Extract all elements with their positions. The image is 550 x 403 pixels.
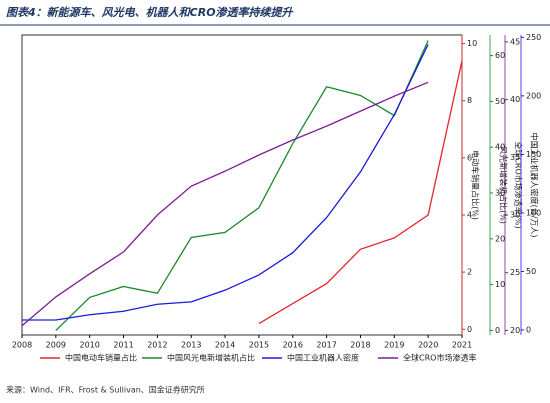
x-tick-label: 2015 — [249, 341, 269, 350]
y-tick-label: 20 — [495, 234, 505, 243]
x-tick-label: 2018 — [350, 341, 370, 350]
y-tick-label: 50 — [526, 267, 536, 276]
y-tick-label: 6 — [467, 153, 472, 162]
x-tick-label: 2010 — [80, 341, 100, 350]
y-tick-label: 30 — [495, 189, 505, 198]
y-tick-label: 30 — [510, 211, 520, 220]
x-tick-label: 2013 — [181, 341, 201, 350]
y-tick-label: 60 — [495, 51, 505, 60]
y-tick-label: 10 — [467, 39, 477, 48]
y-tick-label: 25 — [510, 268, 520, 277]
x-tick-label: 2019 — [384, 341, 404, 350]
x-tick-label: 2021 — [452, 341, 472, 350]
x-tick-label: 2020 — [418, 341, 438, 350]
y-tick-label: 35 — [510, 153, 520, 162]
x-tick-label: 2008 — [12, 341, 32, 350]
series-line — [55, 40, 429, 331]
y-axis-label: 中国工业机器人密度(台/万人) — [530, 133, 540, 238]
y-tick-label: 0 — [467, 325, 472, 334]
y-tick-label: 100 — [526, 208, 541, 217]
y-tick-label: 20 — [510, 326, 520, 335]
x-tick-label: 2009 — [46, 341, 66, 350]
x-tick-label: 2016 — [283, 341, 303, 350]
x-tick-label: 2017 — [316, 341, 336, 350]
y-tick-label: 4 — [467, 211, 472, 220]
y-tick-label: 200 — [526, 91, 541, 100]
y-axis-label: 风光新增装机占比(%) — [499, 146, 509, 224]
y-tick-label: 150 — [526, 150, 541, 159]
y-tick-label: 40 — [495, 143, 505, 152]
series-line — [21, 81, 429, 327]
legend-label: 中国电动车销量占比 — [65, 353, 137, 363]
y-tick-label: 8 — [467, 96, 472, 105]
plot-frame — [21, 34, 463, 336]
y-tick-label: 2 — [467, 268, 472, 277]
y-axis-label: 全球CRO市场渗透率(%) — [514, 141, 524, 228]
legend-label: 中国工业机器人密度 — [287, 353, 359, 363]
y-tick-label: 50 — [495, 97, 505, 106]
y-tick-label: 10 — [495, 280, 505, 289]
y-tick-label: 0 — [495, 326, 500, 335]
x-tick-label: 2011 — [113, 341, 133, 350]
y-tick-label: 250 — [526, 33, 541, 42]
legend-label: 中国风光电新增装机占比 — [167, 353, 255, 363]
series-line — [22, 44, 429, 321]
y-tick-label: 0 — [526, 325, 531, 334]
chart-title: 图表4：新能源车、风光电、机器人和CRO渗透率持续提升 — [6, 6, 294, 19]
y-axis-label: 电动车销量占比(%) — [471, 150, 481, 220]
y-tick-label: 40 — [510, 95, 520, 104]
x-tick-label: 2012 — [147, 341, 167, 350]
legend-label: 全球CRO市场渗透率 — [403, 353, 476, 363]
series-line — [258, 60, 463, 325]
source: 来源：Wind、IFR、Frost & Sullivan、国金证券研究所 — [6, 385, 205, 395]
y-tick-label: 45 — [510, 37, 520, 46]
x-tick-label: 2014 — [215, 341, 235, 350]
